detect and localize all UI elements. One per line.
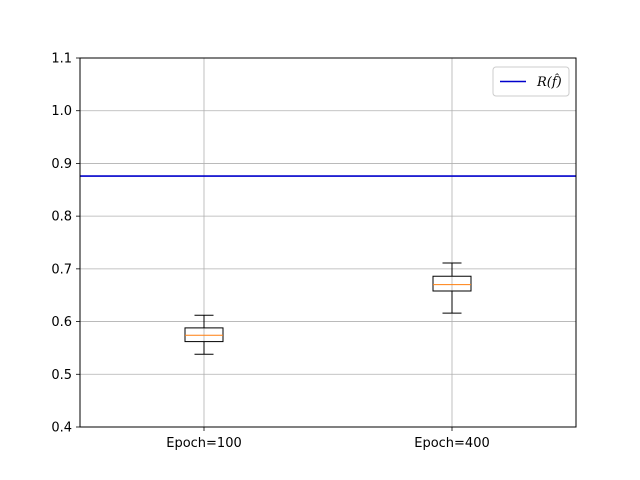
legend: R(f̂) bbox=[492, 66, 570, 97]
grid-lines bbox=[80, 57, 576, 428]
legend-label: R(f̂) bbox=[536, 73, 562, 90]
box-plot bbox=[432, 262, 472, 314]
y-tick-label: 0.4 bbox=[51, 421, 72, 436]
box-plot bbox=[184, 314, 224, 355]
legend-box bbox=[492, 66, 570, 97]
tick-labels-layer: 0.4 0.5 0.6 0.7 0.8 0.9 1.0 1.1 Epoch=100 Epoch=4… bbox=[51, 52, 489, 452]
y-tick-label: 1.0 bbox=[51, 104, 72, 119]
x-tick-label: Epoch=100 bbox=[166, 436, 242, 451]
y-tick-label: 0.7 bbox=[51, 262, 72, 277]
x-tick-label: Epoch=400 bbox=[414, 436, 490, 451]
box-iqr bbox=[432, 275, 472, 292]
y-tick-label: 0.9 bbox=[51, 157, 72, 172]
y-tick-label: 0.8 bbox=[51, 210, 72, 225]
y-tick-label: 1.1 bbox=[51, 52, 72, 67]
box-iqr bbox=[184, 327, 224, 343]
boxes-layer bbox=[184, 262, 472, 355]
y-tick-label: 0.6 bbox=[51, 315, 72, 330]
y-tick-label: 0.5 bbox=[51, 368, 72, 383]
plot-frame bbox=[79, 57, 577, 428]
